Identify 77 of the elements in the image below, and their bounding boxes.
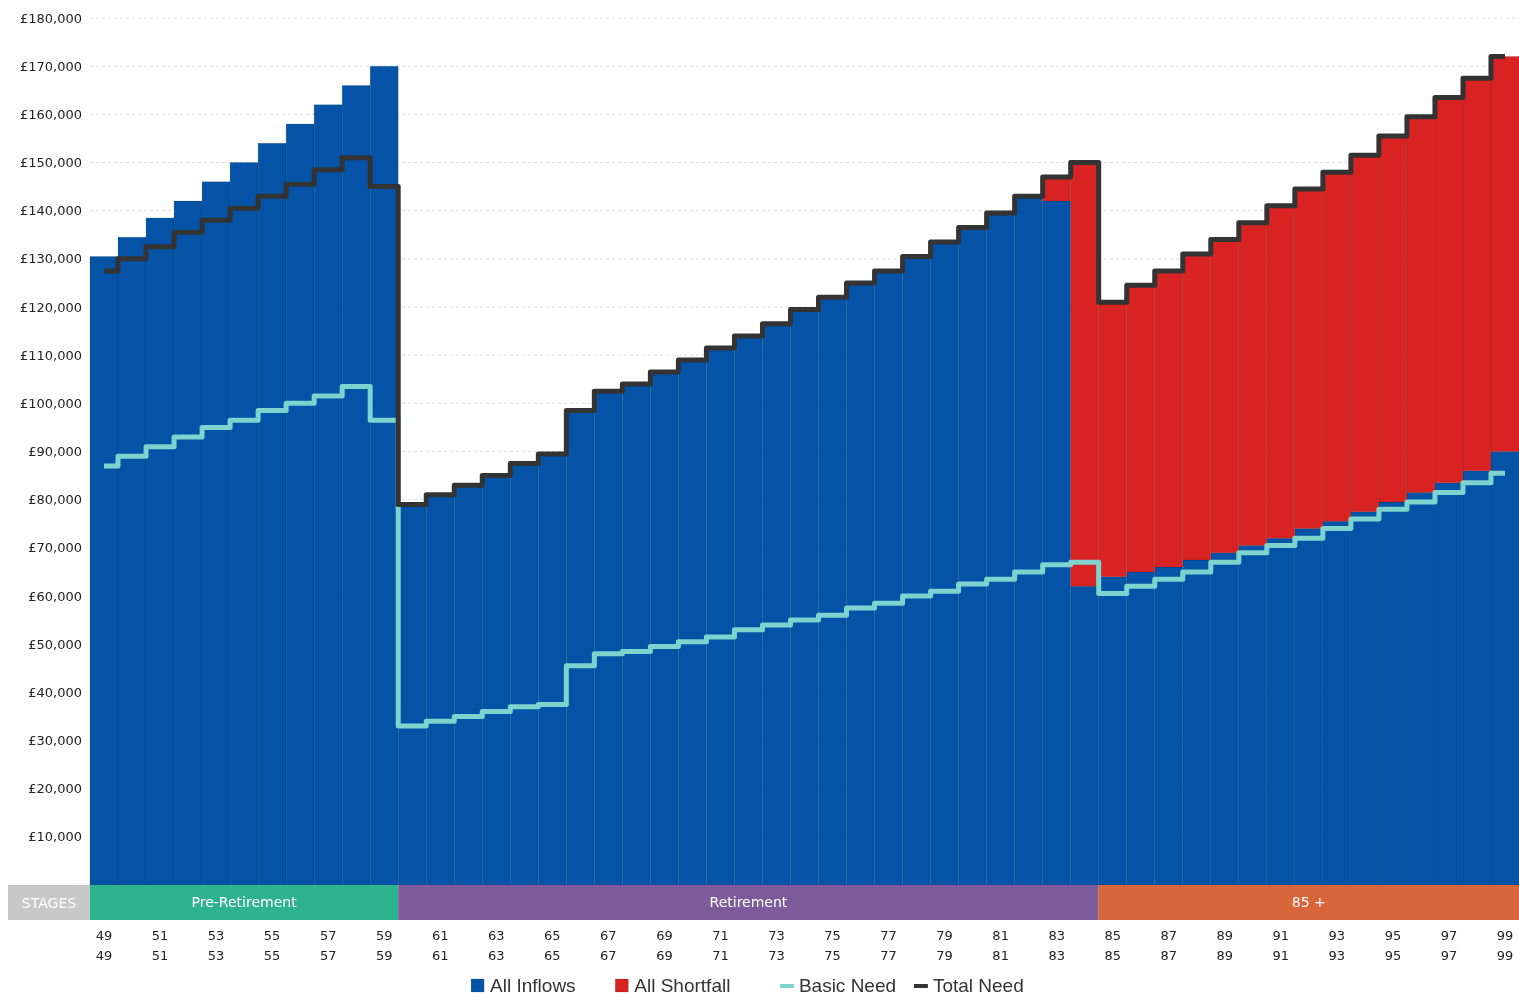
category-label: 79 <box>936 948 953 963</box>
text: Pre-Retirement <box>191 894 298 910</box>
x-tick-label: 65 <box>544 928 561 943</box>
x-tick-label: 99 <box>1496 928 1514 943</box>
category-label: 91 <box>1272 948 1290 963</box>
text: Retirement <box>709 894 788 910</box>
y-tick-label: £80,000 <box>28 492 82 508</box>
x-tick-label: 75 <box>824 928 841 943</box>
x-tick-label: 67 <box>600 928 617 943</box>
y-tick-label: £130,000 <box>19 251 82 267</box>
legend-label: All Inflows <box>490 975 576 996</box>
y-tick-label: £70,000 <box>28 540 82 556</box>
x-tick-label: 79 <box>936 928 953 943</box>
x-tick-label: 73 <box>768 928 785 943</box>
y-tick-label: £140,000 <box>19 203 82 219</box>
y-tick-label: £10,000 <box>28 829 82 845</box>
category-label: 71 <box>712 948 729 963</box>
y-tick-label: £60,000 <box>28 588 82 604</box>
x-tick-label: 71 <box>712 928 729 943</box>
y-tick-label: £100,000 <box>19 395 82 411</box>
x-tick-label: 95 <box>1384 928 1402 943</box>
x-tick-label: 97 <box>1440 928 1458 943</box>
category-label: 81 <box>992 948 1009 963</box>
x-tick-label: 77 <box>880 928 897 943</box>
category-label: 69 <box>656 948 673 963</box>
x-tick-label: 63 <box>488 928 505 943</box>
category-label: 61 <box>431 948 449 963</box>
x-tick-label: 61 <box>431 928 449 943</box>
y-tick-label: £50,000 <box>28 636 82 652</box>
legend-label: Total Need <box>932 975 1024 996</box>
category-label: 83 <box>1048 948 1065 963</box>
x-tick-label: 55 <box>263 928 281 943</box>
x-tick-label: 53 <box>207 928 225 943</box>
category-label: 51 <box>151 948 169 963</box>
x-tick-label: 81 <box>992 928 1009 943</box>
y-tick-label: £20,000 <box>28 781 82 797</box>
category-label: 67 <box>600 948 617 963</box>
x-tick-label: 89 <box>1216 928 1234 943</box>
y-tick-label: £180,000 <box>19 10 82 26</box>
category-label: 97 <box>1440 948 1458 963</box>
category-label: 77 <box>880 948 897 963</box>
category-label: 65 <box>544 948 561 963</box>
category-label: 95 <box>1384 948 1402 963</box>
y-tick-label: £120,000 <box>19 299 82 315</box>
category-label: 89 <box>1216 948 1234 963</box>
category-label: 73 <box>768 948 785 963</box>
y-tick-label: £30,000 <box>28 733 82 749</box>
x-tick-label: 87 <box>1160 928 1178 943</box>
y-tick-label: £150,000 <box>19 155 82 171</box>
category-label: 93 <box>1328 948 1346 963</box>
x-tick-label: 59 <box>375 928 393 943</box>
legend-label: All Shortfall <box>634 975 731 996</box>
category-label: 85 <box>1104 948 1121 963</box>
x-tick-label: 51 <box>151 928 169 943</box>
x-tick-label: 85 <box>1104 928 1121 943</box>
legend-label: Basic Need <box>798 975 897 996</box>
x-tick-label: 83 <box>1048 928 1065 943</box>
category-label: 57 <box>319 948 337 963</box>
category-label: 87 <box>1160 948 1178 963</box>
category-label: 75 <box>824 948 841 963</box>
x-tick-label: 69 <box>656 928 673 943</box>
category-label: 59 <box>375 948 393 963</box>
category-label: 53 <box>207 948 225 963</box>
y-tick-label: £40,000 <box>28 684 82 700</box>
category-label: 99 <box>1496 948 1514 963</box>
y-tick-label: £90,000 <box>28 444 82 460</box>
category-label: 55 <box>263 948 281 963</box>
category-label: 49 <box>95 948 113 963</box>
x-tick-label: 49 <box>95 928 113 943</box>
x-tick-label: 93 <box>1328 928 1346 943</box>
y-tick-label: £110,000 <box>19 347 82 363</box>
y-tick-label: £160,000 <box>19 106 82 122</box>
y-tick-label: £170,000 <box>19 58 82 74</box>
text: 85 + <box>1291 894 1326 910</box>
category-label: 63 <box>488 948 505 963</box>
x-tick-label: 57 <box>319 928 337 943</box>
x-tick-label: 91 <box>1272 928 1290 943</box>
